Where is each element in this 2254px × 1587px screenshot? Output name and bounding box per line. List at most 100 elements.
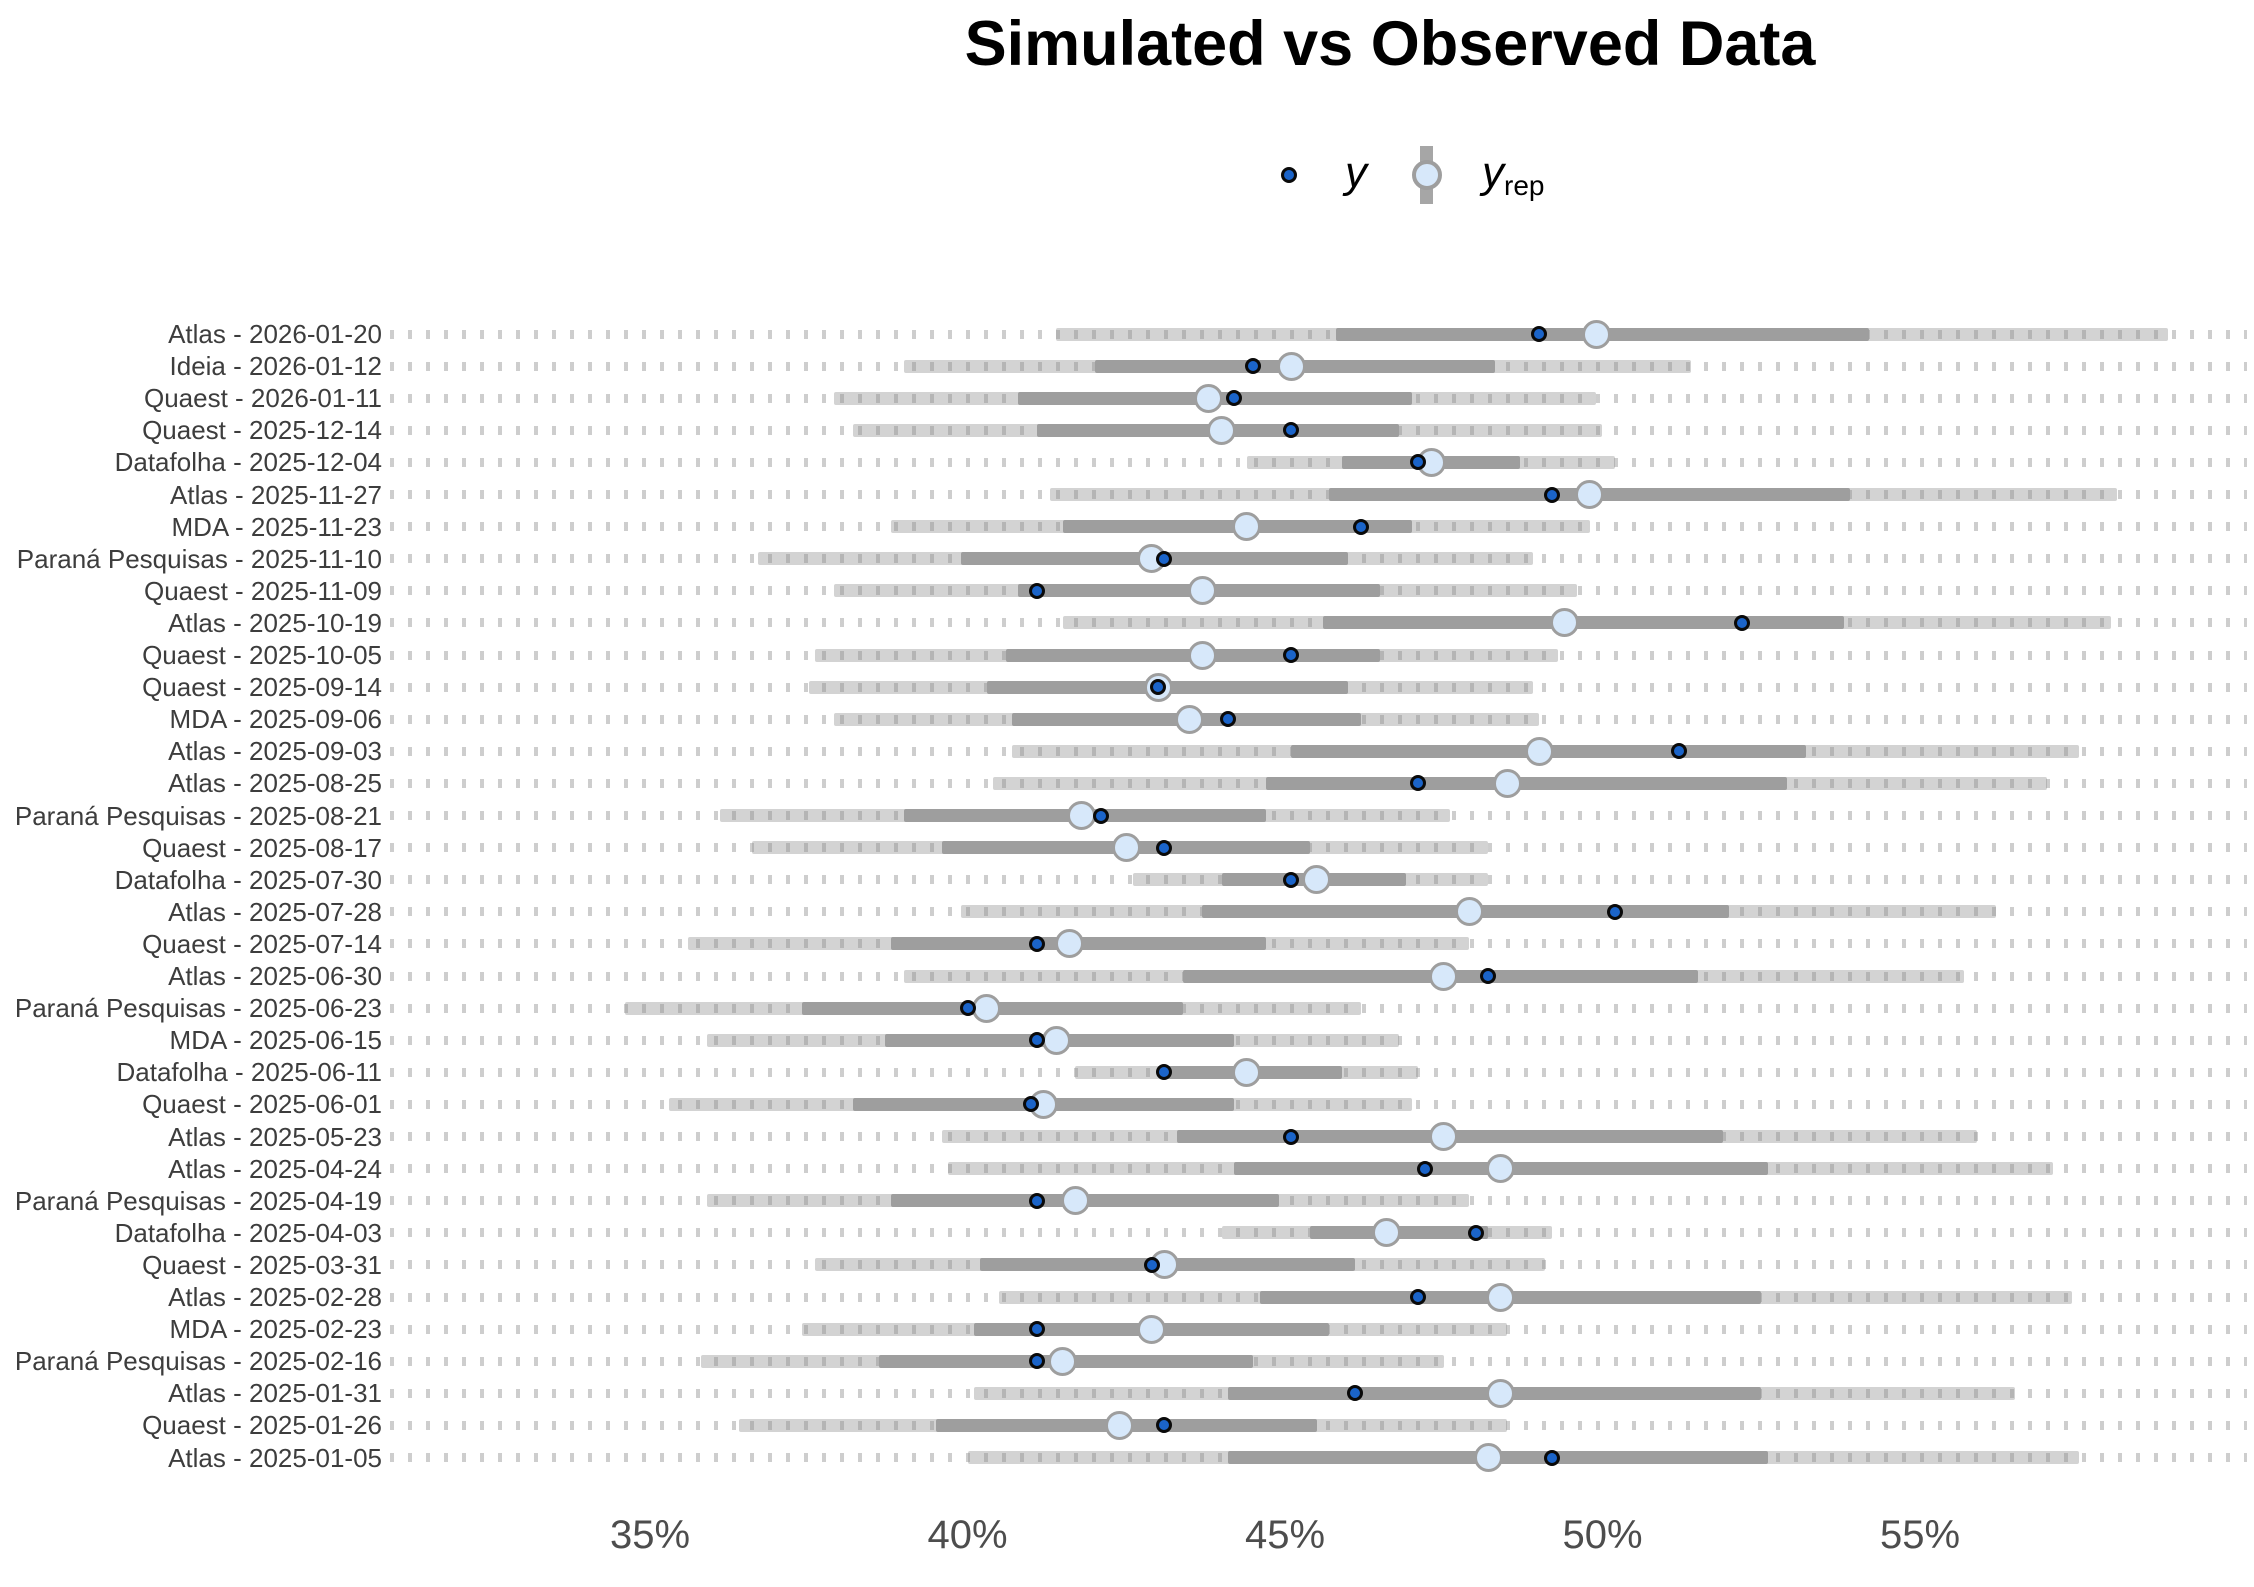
row-label: Quaest - 2025-08-17 <box>142 832 382 863</box>
yrep-median-point <box>1486 1154 1516 1184</box>
observed-y-point <box>1029 1032 1046 1049</box>
observed-y-point <box>1480 968 1497 984</box>
row-label: Quaest - 2026-01-11 <box>144 383 382 414</box>
row-label: Paraná Pesquisas - 2025-04-19 <box>14 1185 382 1216</box>
row-label: Atlas - 2025-07-28 <box>168 896 382 927</box>
row-label: Atlas - 2025-10-19 <box>168 607 382 638</box>
row-label: Quaest - 2025-09-14 <box>142 672 382 703</box>
grid-dotted-line <box>390 457 2247 467</box>
yrep-median-point <box>1111 833 1141 863</box>
x-tick-label: 45% <box>1244 1513 1326 1557</box>
yrep-median-point <box>1492 768 1522 798</box>
x-tick-label: 40% <box>927 1513 1008 1557</box>
observed-y-point <box>1156 1064 1173 1081</box>
yrep-median-point <box>1302 865 1332 895</box>
yrep-median-point <box>1372 1218 1402 1248</box>
yrep-median-point <box>1105 1410 1135 1440</box>
inner-interval-bar <box>1265 776 1787 790</box>
grid-dotted-line <box>390 1099 2247 1109</box>
yrep-median-point <box>1137 1314 1167 1344</box>
observed-y-point <box>1150 679 1166 696</box>
yrep-median-point <box>1575 480 1605 509</box>
grid-dotted-line <box>390 618 2247 628</box>
observed-y-point <box>1156 550 1173 567</box>
observed-y-point <box>1283 871 1300 888</box>
observed-y-point <box>1029 1353 1046 1370</box>
row-label: Atlas - 2025-04-24 <box>168 1153 382 1184</box>
inner-interval-bar <box>1323 616 1844 630</box>
yrep-median-point <box>1454 897 1484 927</box>
observed-y-point <box>1353 518 1370 535</box>
row-label: Atlas - 2025-05-23 <box>168 1121 382 1152</box>
yrep-median-point <box>1054 929 1084 959</box>
yrep-median-point <box>1187 640 1217 670</box>
x-tick-label: 50% <box>1562 1513 1643 1557</box>
observed-y-point <box>959 1000 976 1017</box>
observed-y-point <box>1416 1160 1433 1177</box>
observed-y-point <box>1410 454 1427 471</box>
row-label: Atlas - 2025-11-27 <box>170 479 382 510</box>
observed-y-point <box>1283 422 1300 439</box>
yrep-median-point <box>1194 383 1224 413</box>
row-label: Paraná Pesquisas - 2025-08-21 <box>14 800 382 831</box>
grid-dotted-line <box>390 1003 2247 1013</box>
row-label: Datafolha - 2025-12-04 <box>114 447 382 478</box>
grid-dotted-line <box>390 843 2247 853</box>
observed-y-point <box>1156 1417 1173 1434</box>
yrep-median-point <box>1549 608 1579 638</box>
grid-dotted-line <box>390 1196 2247 1206</box>
legend-y-label: y <box>1345 148 1367 197</box>
observed-y-point <box>1156 839 1173 856</box>
row-label: Datafolha - 2025-04-03 <box>114 1217 382 1248</box>
yrep-median-point <box>1232 1057 1262 1087</box>
row-label: MDA - 2025-02-23 <box>169 1314 382 1345</box>
observed-y-point <box>1283 1128 1300 1145</box>
yrep-median-point <box>1207 415 1236 445</box>
legend-y-point-icon <box>1281 167 1297 183</box>
grid-dotted-line <box>390 1035 2247 1045</box>
legend-yrep-label: yrep <box>1482 148 1545 201</box>
observed-y-point <box>1143 1256 1160 1273</box>
row-label: MDA - 2025-06-15 <box>169 1025 382 1056</box>
yrep-median-point <box>1067 801 1097 830</box>
row-label: Paraná Pesquisas - 2025-02-16 <box>14 1346 382 1377</box>
row-label: Ideia - 2026-01-12 <box>169 351 382 382</box>
row-label: Quaest - 2025-10-05 <box>142 640 382 670</box>
row-label: Quaest - 2025-12-14 <box>142 415 382 446</box>
observed-y-point <box>1346 1385 1363 1402</box>
row-label: Atlas - 2025-06-30 <box>168 961 382 991</box>
yrep-median-point <box>1473 1443 1503 1472</box>
row-label: Atlas - 2026-01-20 <box>168 319 382 349</box>
observed-y-point <box>1734 614 1751 631</box>
row-label: Atlas - 2025-02-28 <box>168 1282 382 1312</box>
yrep-median-point <box>1429 1122 1459 1151</box>
observed-y-point <box>1245 358 1262 375</box>
observed-y-point <box>1283 647 1300 663</box>
observed-y-point <box>1531 326 1547 342</box>
row-label: Datafolha - 2025-07-30 <box>114 864 382 895</box>
row-label: Quaest - 2025-01-26 <box>142 1410 382 1441</box>
grid-dotted-line <box>390 329 2247 339</box>
observed-y-point <box>1607 903 1624 920</box>
observed-y-point <box>1410 1289 1427 1305</box>
observed-y-point <box>1670 743 1687 760</box>
observed-y-point <box>1029 935 1046 952</box>
yrep-median-point <box>972 993 1002 1023</box>
yrep-median-point <box>1060 1186 1090 1216</box>
observed-y-point <box>1467 1224 1484 1241</box>
observed-y-point <box>1543 1449 1560 1466</box>
yrep-median-point <box>1048 1346 1078 1376</box>
observed-y-point <box>1226 390 1243 407</box>
row-label: Quaest - 2025-07-14 <box>142 928 382 959</box>
yrep-median-point <box>1524 736 1554 766</box>
row-label: Quaest - 2025-11-09 <box>144 575 382 606</box>
yrep-median-point <box>1187 576 1217 606</box>
x-tick-label: 35% <box>609 1513 691 1557</box>
row-label: Atlas - 2025-09-03 <box>168 736 382 767</box>
yrep-median-point <box>1232 512 1262 542</box>
row-label: Quaest - 2025-03-31 <box>142 1249 382 1280</box>
observed-y-point <box>1092 807 1109 824</box>
observed-y-point <box>1410 775 1427 792</box>
observed-y-point <box>1023 1096 1039 1113</box>
